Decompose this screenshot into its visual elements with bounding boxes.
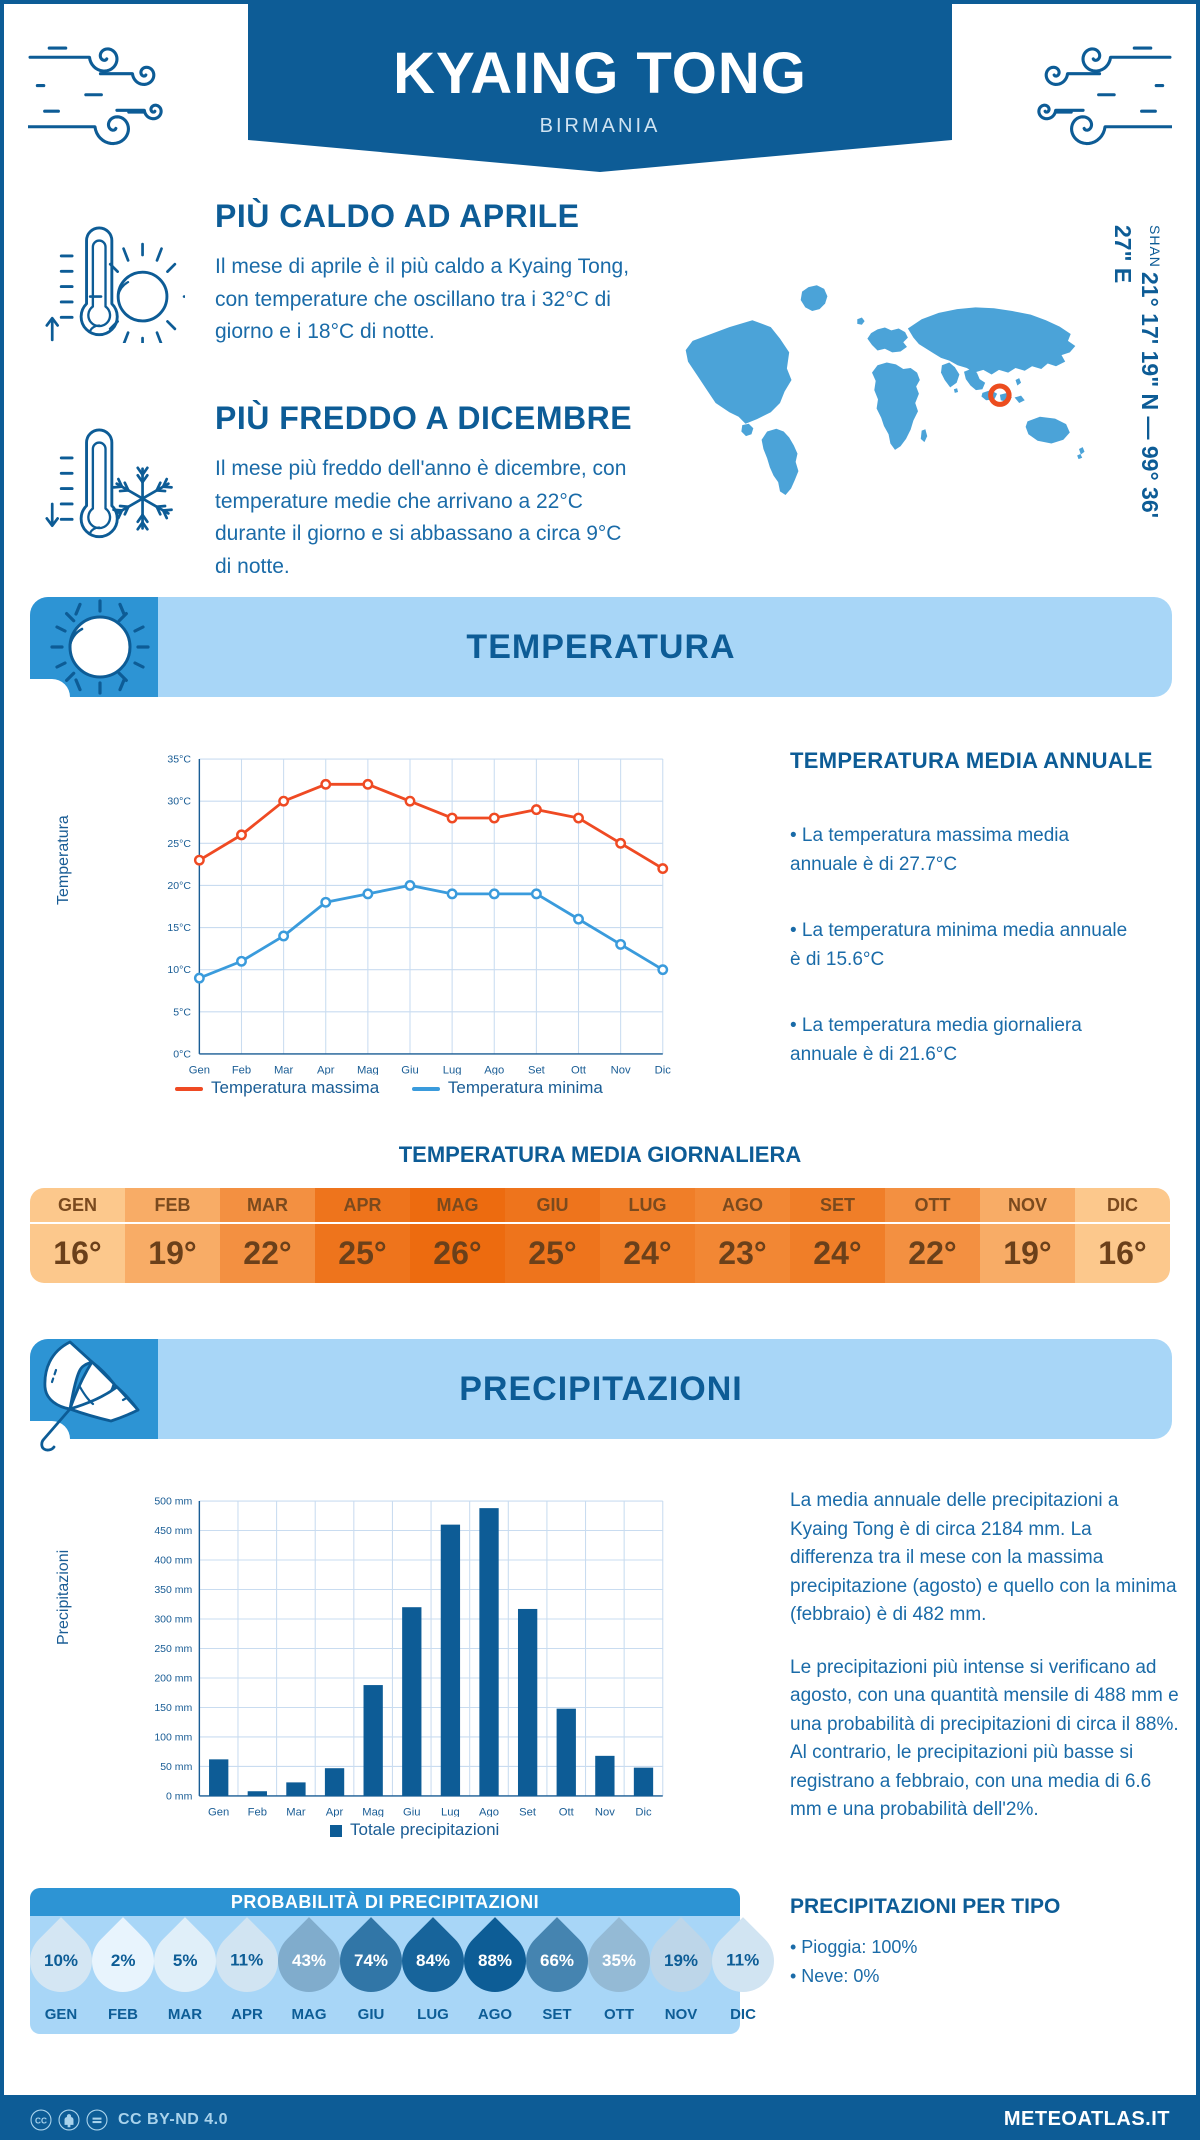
- svg-text:Gen: Gen: [189, 1065, 210, 1075]
- svg-text:Ott: Ott: [571, 1065, 587, 1075]
- svg-text:Mag: Mag: [362, 1807, 384, 1817]
- svg-text:Ott: Ott: [559, 1807, 575, 1817]
- svg-text:Set: Set: [528, 1065, 546, 1075]
- svg-text:Mar: Mar: [286, 1807, 306, 1817]
- svg-text:Apr: Apr: [326, 1807, 344, 1817]
- svg-text:250 mm: 250 mm: [154, 1643, 192, 1655]
- svg-text:Dic: Dic: [655, 1065, 672, 1075]
- svg-text:Feb: Feb: [248, 1807, 267, 1817]
- svg-text:200 mm: 200 mm: [154, 1672, 192, 1684]
- svg-text:Nov: Nov: [595, 1807, 615, 1817]
- svg-text:Giu: Giu: [403, 1807, 420, 1817]
- svg-text:30°C: 30°C: [167, 796, 191, 808]
- svg-text:Ago: Ago: [484, 1065, 504, 1075]
- svg-text:Mag: Mag: [357, 1065, 379, 1075]
- svg-text:Lug: Lug: [443, 1065, 462, 1075]
- svg-text:Giu: Giu: [401, 1065, 418, 1075]
- svg-text:Gen: Gen: [208, 1807, 229, 1817]
- svg-text:0°C: 0°C: [173, 1048, 191, 1060]
- svg-text:100 mm: 100 mm: [154, 1731, 192, 1743]
- svg-text:150 mm: 150 mm: [154, 1702, 192, 1714]
- svg-text:Set: Set: [519, 1807, 537, 1817]
- svg-text:Ago: Ago: [479, 1807, 499, 1817]
- svg-text:Apr: Apr: [317, 1065, 335, 1075]
- svg-text:450 mm: 450 mm: [154, 1525, 192, 1537]
- svg-text:5°C: 5°C: [173, 1006, 191, 1018]
- svg-text:500 mm: 500 mm: [154, 1496, 192, 1508]
- svg-text:300 mm: 300 mm: [154, 1614, 192, 1626]
- svg-text:Lug: Lug: [441, 1807, 460, 1817]
- svg-text:0 mm: 0 mm: [166, 1790, 193, 1802]
- svg-text:15°C: 15°C: [167, 922, 191, 934]
- svg-text:50 mm: 50 mm: [160, 1761, 192, 1773]
- svg-text:Dic: Dic: [635, 1807, 652, 1817]
- svg-text:400 mm: 400 mm: [154, 1555, 192, 1567]
- svg-text:35°C: 35°C: [167, 754, 191, 766]
- svg-text:Mar: Mar: [274, 1065, 294, 1075]
- svg-text:10°C: 10°C: [167, 964, 191, 976]
- svg-text:Feb: Feb: [232, 1065, 251, 1075]
- svg-text:Nov: Nov: [611, 1065, 631, 1075]
- svg-text:350 mm: 350 mm: [154, 1584, 192, 1596]
- svg-text:20°C: 20°C: [167, 880, 191, 892]
- svg-text:CC: CC: [35, 2116, 47, 2125]
- svg-text:25°C: 25°C: [167, 838, 191, 850]
